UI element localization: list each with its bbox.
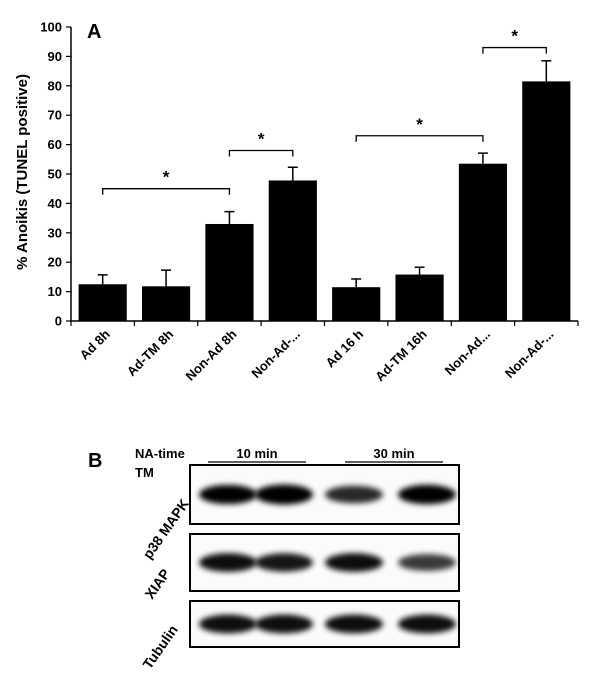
panel-b-label: B (88, 450, 102, 472)
blot-row-label: Tubulin (139, 622, 180, 672)
category-label: Ad-TM 8h (124, 326, 177, 379)
significance-star: * (416, 115, 423, 134)
blot-band (398, 614, 456, 634)
panel-a-label: A (87, 21, 101, 43)
time-group-label: 10 min (236, 446, 277, 461)
bar (522, 81, 571, 321)
blot-band (325, 485, 383, 504)
y-axis-label: % Anoikis (TUNEL positive) (14, 74, 31, 270)
blot-band (398, 484, 456, 505)
blot-band (255, 614, 313, 634)
blot-band (325, 553, 383, 572)
y-tick-label: 20 (48, 255, 62, 270)
bar (78, 284, 127, 321)
blot-row-label: p38 MAPK (139, 496, 192, 562)
y-tick-label: 100 (40, 20, 62, 35)
significance-bracket (355, 135, 484, 142)
category-label: Non-Ad-... (502, 327, 557, 382)
y-tick-label: 80 (48, 78, 62, 93)
y-tick-label: 50 (48, 167, 62, 182)
y-tick-label: 10 (48, 284, 62, 299)
category-label: Non-Ad-... (248, 327, 303, 382)
blot-band (199, 484, 257, 505)
category-label: Ad 8h (77, 326, 113, 362)
y-tick-label: 60 (48, 137, 62, 152)
category-label: Ad-TM 16h (372, 326, 430, 384)
blot-band (199, 553, 257, 572)
bar (268, 180, 317, 321)
significance-star: * (163, 168, 170, 187)
y-tick-label: 0 (55, 314, 62, 329)
significance-bracket (482, 46, 547, 54)
tm-label: TM (135, 465, 154, 480)
blot-band (255, 553, 313, 572)
blot-band (199, 614, 257, 634)
significance-bracket (228, 149, 294, 157)
category-label: Non-Ad 8h (182, 326, 239, 383)
category-label: Non-Ad... (442, 327, 493, 378)
y-tick-label: 30 (48, 225, 62, 240)
significance-bracket (102, 188, 231, 195)
bar (458, 163, 508, 321)
y-tick-label: 90 (48, 49, 62, 64)
na-time-label: NA-time (135, 446, 185, 461)
category-label: Ad 16 h (322, 326, 366, 370)
bar (141, 286, 191, 321)
bar (205, 223, 254, 321)
significance-star: * (258, 129, 265, 148)
blot-row-label: XIAP (141, 566, 173, 602)
y-tick-label: 40 (48, 196, 62, 211)
y-tick-label: 70 (48, 108, 62, 123)
blot-band (325, 614, 383, 634)
time-group-label: 30 min (373, 446, 414, 461)
blot-band (398, 554, 456, 571)
blot-band (255, 484, 313, 505)
bar (395, 274, 444, 321)
bar (332, 287, 381, 321)
significance-star: * (511, 27, 518, 46)
